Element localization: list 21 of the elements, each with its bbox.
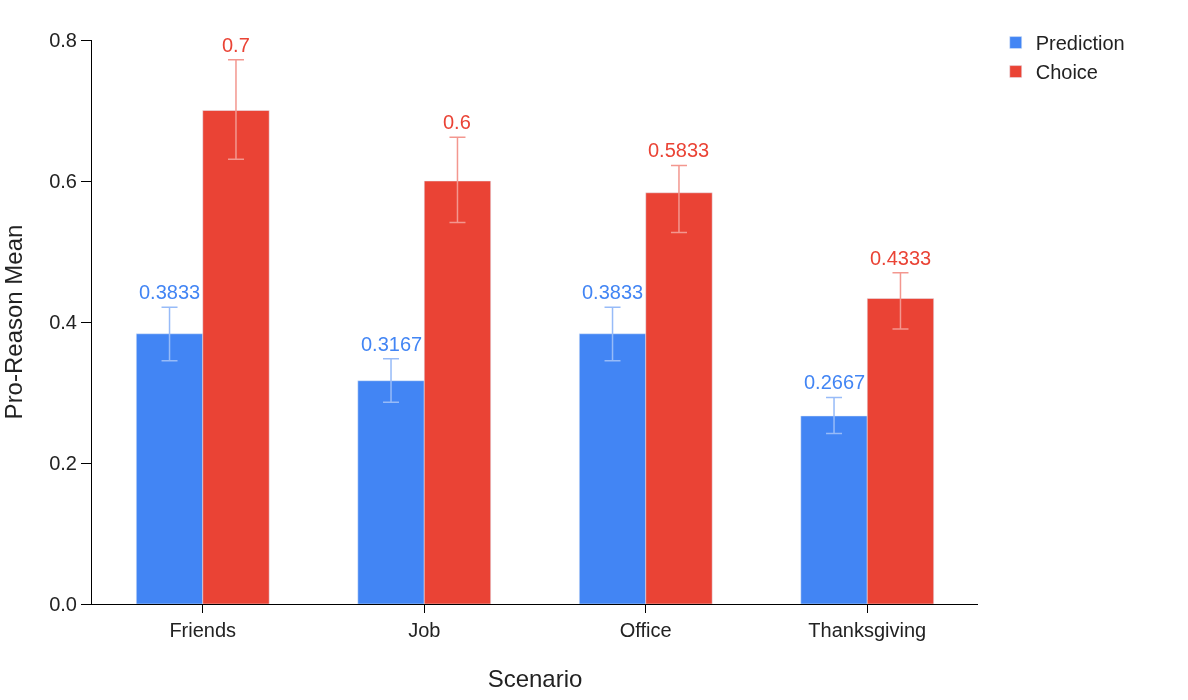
- data-label: 0.6: [443, 111, 471, 133]
- y-tick-label: 0.4: [49, 311, 77, 333]
- data-label: 0.7: [222, 34, 250, 56]
- data-label: 0.3833: [582, 281, 644, 303]
- y-tick-label: 0.0: [49, 593, 77, 615]
- y-tick-label: 0.8: [49, 29, 77, 51]
- y-axis-title: Pro-Reason Mean: [0, 224, 27, 420]
- data-label: 0.5833: [648, 139, 710, 161]
- data-label: 0.3167: [361, 333, 423, 355]
- legend-label: Choice: [1035, 61, 1098, 84]
- x-axis-title: Scenario: [487, 665, 583, 693]
- data-label: 0.2667: [804, 371, 866, 393]
- data-label: 0.3833: [139, 281, 201, 303]
- legend-label: Prediction: [1035, 32, 1125, 55]
- y-tick-label: 0.6: [49, 170, 77, 192]
- x-tick-label: Office: [619, 619, 672, 641]
- x-tick-label: Friends: [169, 619, 237, 641]
- y-tick-label: 0.2: [49, 452, 77, 474]
- data-label: 0.4333: [870, 247, 932, 269]
- x-tick-label: Thanksgiving: [808, 619, 927, 641]
- x-tick-label: Job: [408, 619, 441, 641]
